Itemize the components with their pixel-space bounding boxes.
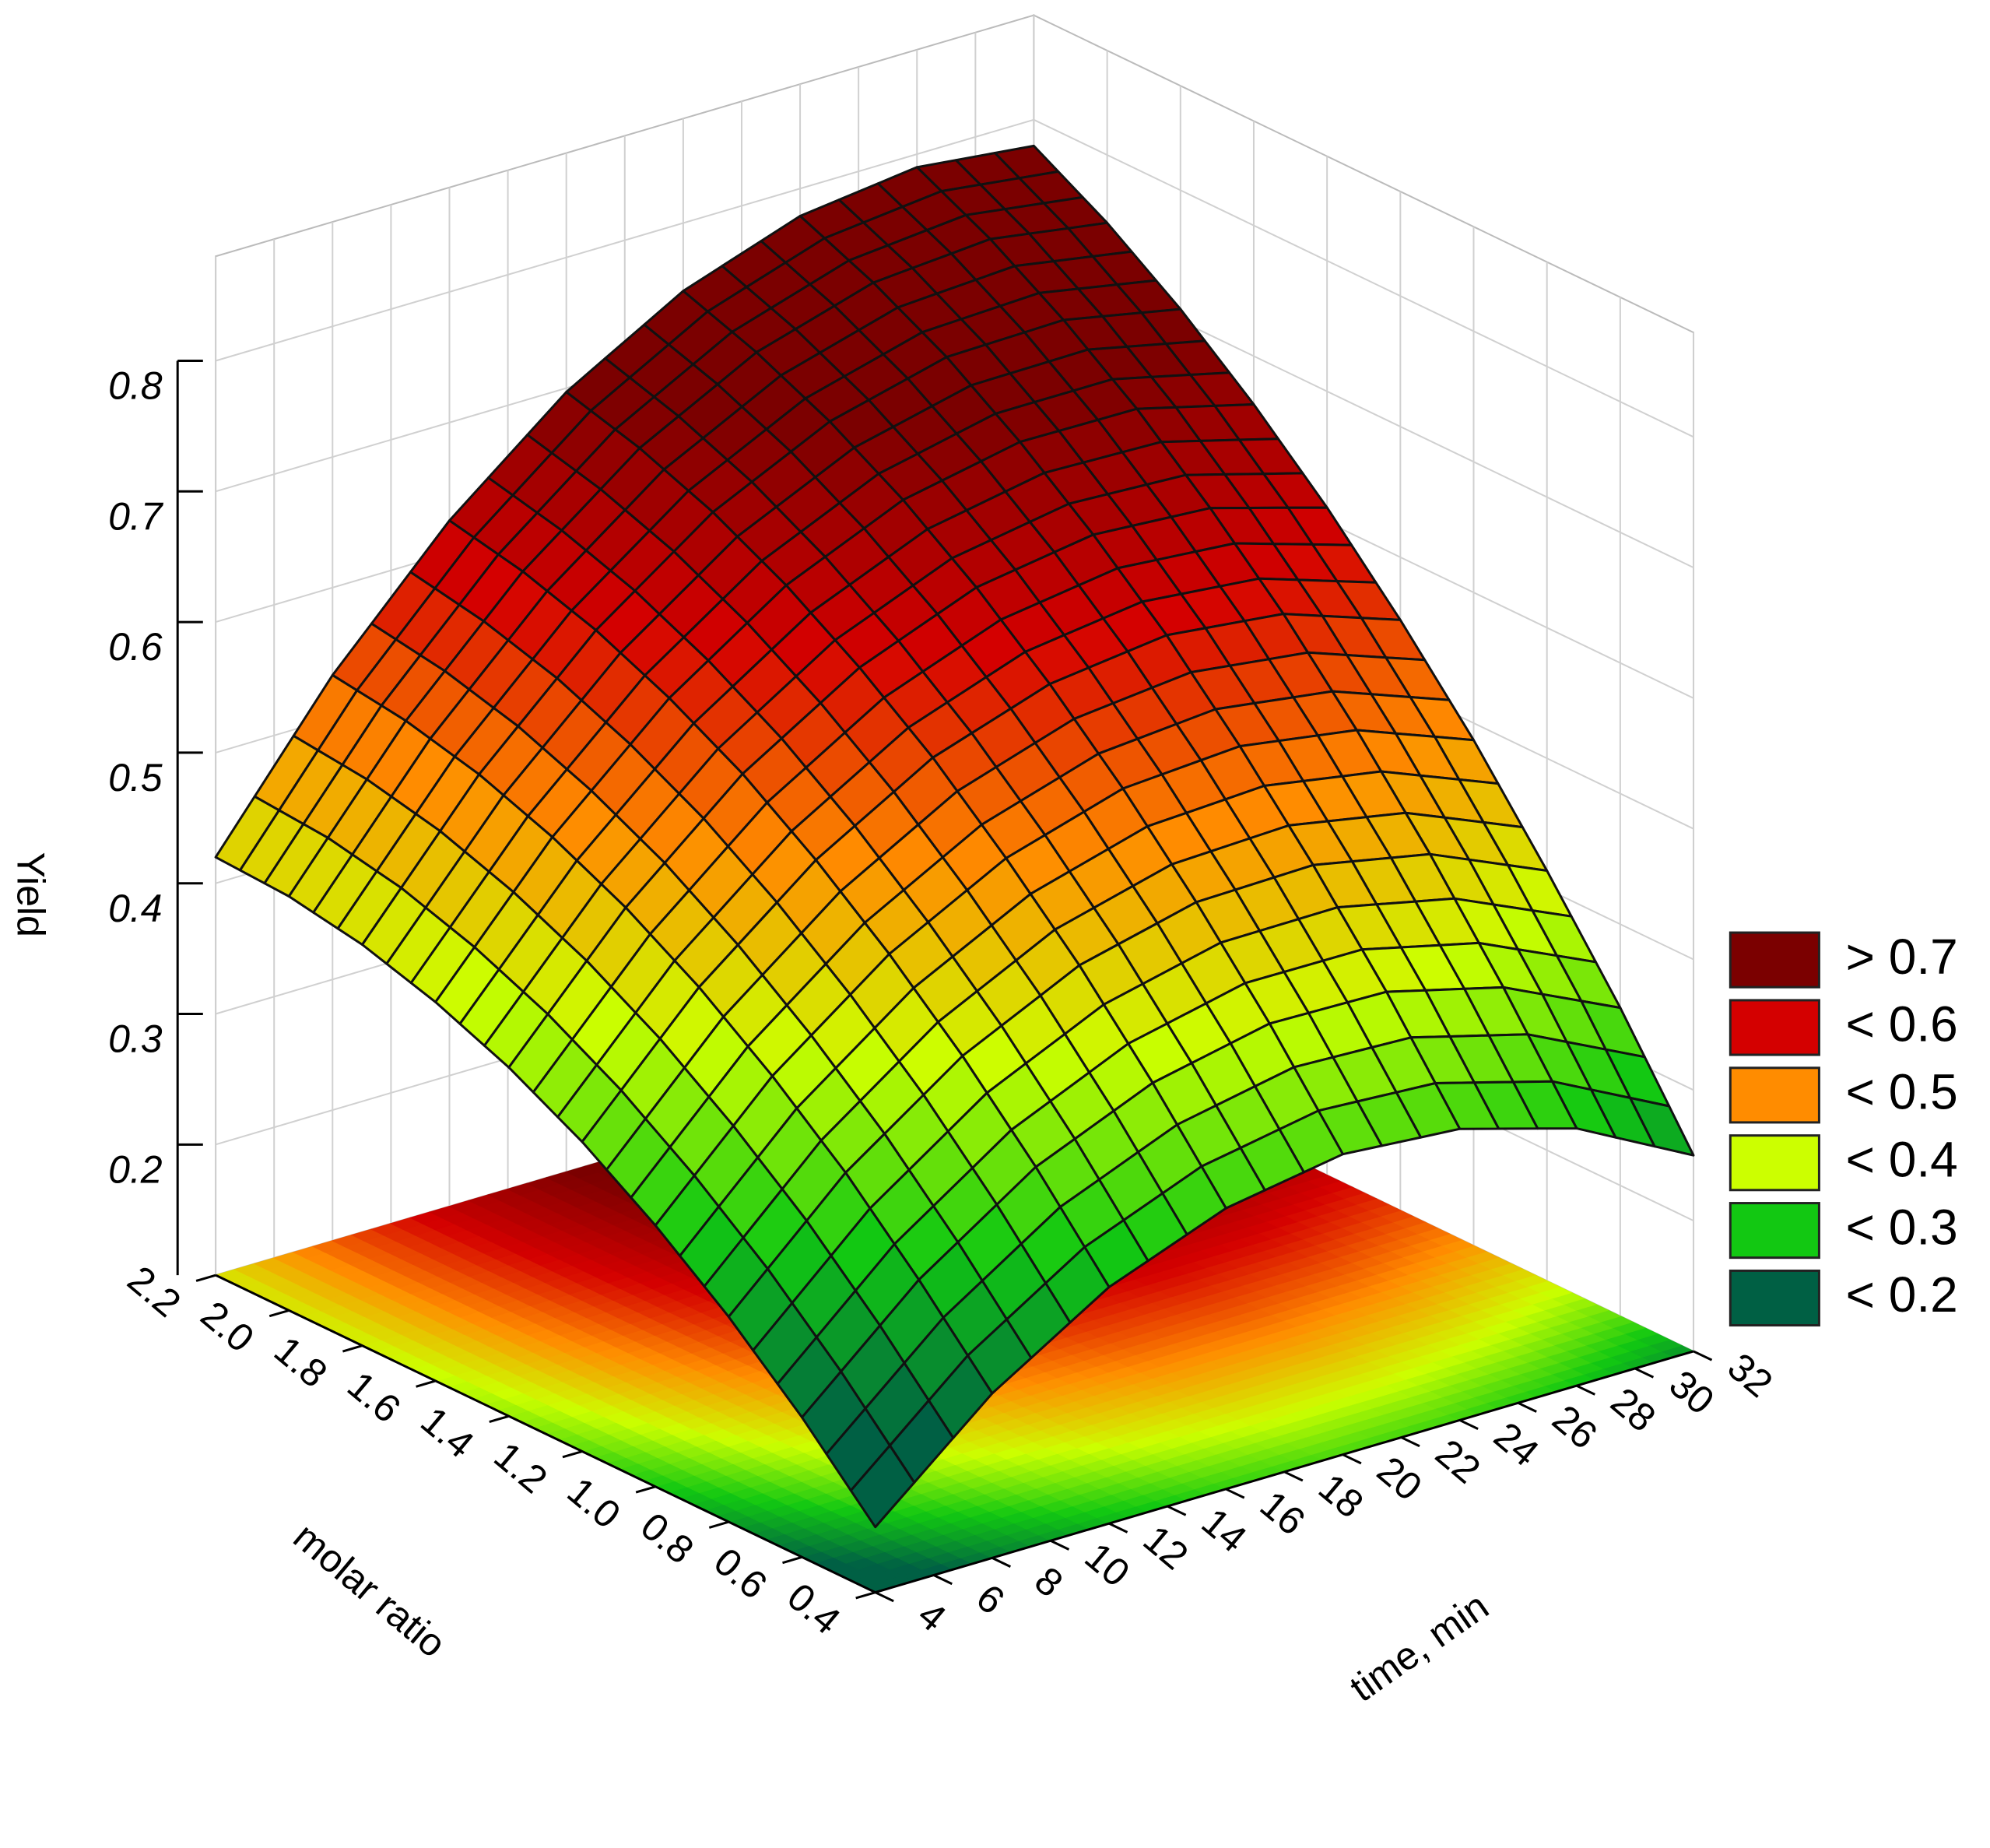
y-tick: [562, 1450, 583, 1459]
x-tick: [991, 1557, 1012, 1568]
x-tick-label: 14: [1194, 1499, 1255, 1561]
y-tick-label: 1.2: [486, 1434, 555, 1502]
x-tick-label: 30: [1662, 1361, 1723, 1423]
x-tick: [1518, 1401, 1537, 1413]
x-tick-label: 16: [1252, 1482, 1314, 1544]
x-tick-label: 26: [1544, 1397, 1606, 1458]
y-tick: [855, 1591, 876, 1600]
legend-label: < 0.2: [1846, 1267, 1958, 1323]
legend-swatch: [1729, 931, 1820, 989]
legend-swatch: [1729, 1066, 1820, 1124]
legend-label: < 0.5: [1846, 1064, 1958, 1120]
y-tick-label: 0.8: [633, 1504, 702, 1572]
y-tick-label: 0.4: [779, 1575, 848, 1643]
y-tick: [782, 1555, 802, 1565]
y-tick: [195, 1274, 216, 1282]
z-tick-label: 0.3: [108, 1017, 163, 1061]
x-tick: [1225, 1488, 1245, 1499]
legend-label: < 0.6: [1846, 996, 1958, 1052]
z-axis-title: Yield: [9, 852, 53, 936]
x-tick: [1050, 1539, 1070, 1551]
x-tick: [933, 1574, 953, 1586]
z-tick-label: 0.5: [108, 756, 163, 799]
x-tick: [1342, 1453, 1362, 1465]
y-tick-label: 1.0: [560, 1469, 629, 1537]
x-tick-label: 24: [1486, 1414, 1547, 1475]
y-tick: [489, 1414, 510, 1424]
y-axis-title: molar ratio: [286, 1514, 455, 1666]
x-tick-label: 22: [1427, 1431, 1489, 1492]
x-tick: [1459, 1419, 1479, 1431]
x-tick: [1108, 1522, 1128, 1534]
y-tick-label: 1.6: [339, 1363, 409, 1432]
z-tick-label: 0.8: [108, 364, 163, 408]
x-tick: [1167, 1505, 1187, 1516]
y-tick-label: 0.6: [706, 1539, 775, 1607]
y-tick-label: 1.8: [266, 1328, 335, 1397]
legend-label: < 0.3: [1846, 1199, 1958, 1255]
legend-label: > 0.7: [1846, 929, 1958, 985]
z-tick-label: 0.2: [108, 1147, 163, 1191]
x-tick: [1576, 1384, 1595, 1396]
x-tick-label: 6: [968, 1576, 1013, 1623]
legend-swatch: [1729, 1202, 1820, 1260]
x-tick-label: 28: [1602, 1379, 1664, 1441]
x-tick: [875, 1591, 894, 1603]
x-tick: [1283, 1470, 1304, 1482]
y-tick: [342, 1344, 363, 1353]
y-tick: [416, 1379, 437, 1388]
x-tick-label: 18: [1311, 1465, 1372, 1527]
axis-line: [215, 1274, 1694, 1594]
legend-swatch: [1729, 999, 1820, 1056]
x-tick: [1693, 1350, 1713, 1361]
y-tick: [708, 1520, 729, 1529]
y-tick: [635, 1485, 656, 1494]
y-tick-label: 1.4: [412, 1398, 482, 1467]
y-tick-label: 2.0: [193, 1292, 262, 1361]
z-tick-label: 0.6: [108, 625, 163, 669]
legend-swatch: [1729, 1134, 1820, 1192]
legend-swatch: [1729, 1269, 1820, 1327]
x-axis-title: time, min: [1342, 1584, 1496, 1710]
x-tick-label: 4: [910, 1593, 954, 1640]
z-tick-label: 0.7: [108, 494, 164, 538]
legend-label: < 0.4: [1846, 1131, 1958, 1187]
x-tick: [1400, 1436, 1420, 1448]
surface-cell: [849, 1444, 916, 1529]
x-tick-label: 32: [1720, 1344, 1781, 1406]
x-tick: [1634, 1367, 1655, 1379]
y-tick: [268, 1309, 290, 1318]
x-tick-label: 20: [1369, 1448, 1430, 1509]
x-tick-label: 8: [1027, 1558, 1071, 1606]
x-tick-label: 12: [1135, 1517, 1197, 1579]
grid-line: [215, 118, 1694, 438]
x-tick-label: 10: [1077, 1534, 1139, 1596]
z-tick-label: 0.4: [108, 887, 163, 930]
